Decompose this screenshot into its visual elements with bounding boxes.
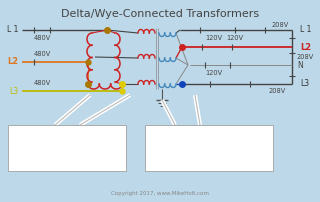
- Text: L2: L2: [300, 42, 311, 52]
- FancyBboxPatch shape: [8, 125, 126, 171]
- Text: N: N: [297, 61, 303, 69]
- Text: 120V: 120V: [205, 70, 223, 76]
- FancyBboxPatch shape: [145, 125, 273, 171]
- Text: 208V: 208V: [268, 88, 286, 94]
- Text: Primary Windings
Delta-Connected: Primary Windings Delta-Connected: [24, 131, 110, 153]
- Text: 480V: 480V: [33, 80, 51, 86]
- Text: Delta/Wye-Connected Transformers: Delta/Wye-Connected Transformers: [61, 9, 259, 19]
- Text: L3: L3: [300, 80, 309, 88]
- Text: 120V: 120V: [227, 35, 244, 41]
- Text: L 1: L 1: [7, 25, 18, 35]
- Text: L3: L3: [9, 86, 18, 96]
- Text: L2: L2: [7, 58, 18, 66]
- Text: 120V: 120V: [205, 35, 223, 41]
- Text: 208V: 208V: [271, 22, 289, 28]
- Text: Copyright 2017, www.MikeHolt.com: Copyright 2017, www.MikeHolt.com: [111, 191, 209, 196]
- Text: 208V: 208V: [297, 54, 314, 60]
- Text: 480V: 480V: [33, 35, 51, 41]
- Text: 480V: 480V: [33, 51, 51, 57]
- Text: Secondary Windings
Wye-Connected: Secondary Windings Wye-Connected: [159, 131, 259, 153]
- Text: L 1: L 1: [300, 25, 311, 35]
